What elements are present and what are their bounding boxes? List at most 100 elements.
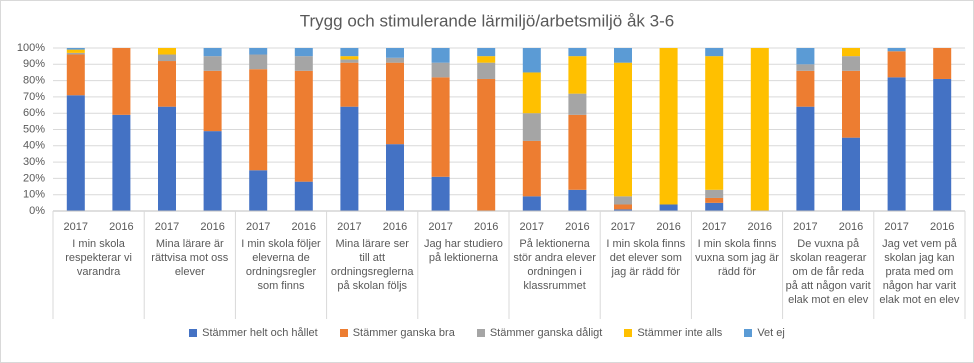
bar-segment — [887, 51, 906, 78]
bar-segment — [887, 48, 906, 52]
bar-segment — [705, 48, 724, 57]
x-tick-label: 2017 — [246, 221, 270, 233]
bar-segment — [66, 95, 85, 211]
legend: Stämmer helt och hållet Stämmer ganska br… — [1, 327, 973, 339]
bar-segment — [477, 62, 496, 79]
bar-segment — [249, 48, 268, 55]
y-tick-label: 10% — [23, 189, 45, 201]
bar-segment — [386, 57, 404, 63]
bar-segment — [340, 56, 359, 60]
group-label: De vuxna på skolan reagerar om de får re… — [785, 238, 871, 306]
legend-item: Stämmer helt och hållet — [189, 327, 318, 339]
bar-segment — [614, 196, 632, 205]
group-label: I min skola finns det elever som jag är … — [606, 238, 686, 278]
group-label: I min skola följer eleverna de ordningsr… — [241, 238, 321, 292]
bar-segment — [294, 48, 313, 57]
bar-segment — [203, 48, 222, 57]
bar-segment — [340, 106, 359, 211]
x-tick-label: 2017 — [793, 221, 817, 233]
legend-item: Vet ej — [744, 327, 785, 339]
bar-segment — [842, 70, 860, 138]
chart-title: Trygg och stimulerande lärmiljö/arbetsmi… — [300, 11, 674, 30]
x-tick-label: 2017 — [155, 221, 179, 233]
bar-segment — [477, 48, 496, 57]
x-tick-label: 2016 — [200, 221, 224, 233]
bar-segment — [568, 93, 587, 115]
x-tick-label: 2017 — [611, 221, 635, 233]
bar-segment — [705, 56, 724, 190]
bar-segment — [568, 48, 587, 57]
bar-segment — [340, 48, 359, 57]
bar-segment — [568, 189, 587, 211]
bar-segment — [522, 196, 541, 211]
bar-segment — [386, 144, 404, 211]
bar-segment — [66, 49, 85, 53]
bar-segment — [158, 48, 176, 55]
y-tick-label: 50% — [23, 123, 45, 135]
bar-segment — [522, 113, 541, 141]
bar-segment — [477, 78, 496, 211]
bar-segment — [614, 204, 632, 210]
group-label: På lektionerna stör andra elever ordning… — [513, 238, 596, 292]
bar-segment — [431, 48, 450, 63]
bar-segment — [887, 77, 906, 211]
bar-segment — [522, 140, 541, 197]
group-label: Jag har studiero på lektionerna — [423, 238, 503, 264]
y-tick-label: 30% — [23, 156, 45, 168]
bar-segment — [203, 70, 222, 132]
bar-segment — [158, 54, 176, 62]
group-label: Mina lärare ser till att ordningsreglern… — [330, 238, 414, 292]
bar-segment — [705, 189, 724, 198]
x-tick-label: 2016 — [839, 221, 863, 233]
group-label: I min skola finns vuxna som jag är rädd … — [695, 238, 779, 278]
bar-segment — [659, 204, 678, 211]
bar-segment — [431, 62, 450, 78]
y-tick-label: 20% — [23, 172, 45, 184]
bar-segment — [796, 70, 815, 107]
x-tick-label: 2016 — [474, 221, 498, 233]
bar-segment — [933, 48, 952, 79]
y-tick-label: 80% — [23, 75, 45, 87]
bar-segment — [933, 78, 952, 211]
bar-segment — [659, 48, 678, 205]
bar-segment — [842, 48, 860, 57]
y-tick-label: 0% — [29, 205, 45, 217]
y-tick-label: 70% — [23, 91, 45, 103]
x-tick-label: 2016 — [383, 221, 407, 233]
group-label: I min skola respekterar vi varandra — [65, 238, 132, 278]
legend-swatch — [624, 329, 633, 337]
bar-segment — [614, 62, 632, 197]
bar-segment — [431, 176, 450, 211]
bar-segment — [796, 106, 815, 211]
legend-label: Stämmer inte alls — [637, 327, 723, 339]
legend-swatch — [744, 329, 753, 337]
bar-segment — [386, 62, 404, 145]
legend-item: Stämmer inte alls — [624, 327, 722, 339]
bar-segment — [614, 48, 632, 63]
x-tick-label: 2017 — [520, 221, 544, 233]
bar-segment — [203, 131, 222, 211]
x-tick-label: 2017 — [428, 221, 452, 233]
x-tick-label: 2017 — [337, 221, 361, 233]
bar-segment — [568, 114, 587, 190]
group-label: Jag vet vem på skolan jag kan prata med … — [879, 238, 960, 306]
bar-segment — [796, 48, 815, 65]
bar-segment — [842, 137, 860, 211]
bar-segment — [340, 59, 359, 63]
x-tick-label: 2016 — [656, 221, 680, 233]
y-tick-label: 90% — [23, 58, 45, 70]
bar-segment — [294, 70, 313, 182]
x-tick-label: 2017 — [884, 221, 908, 233]
legend-label: Vet ej — [757, 327, 785, 339]
bar-segment — [340, 62, 359, 107]
bar-segment — [705, 202, 724, 211]
bar-segment — [158, 61, 176, 107]
bar-segment — [522, 48, 541, 73]
bar-segment — [294, 56, 313, 71]
bar-segment — [568, 56, 587, 94]
legend-item: Stämmer ganska dåligt — [476, 327, 602, 339]
bar-segment — [477, 56, 496, 63]
x-tick-label: 2017 — [702, 221, 726, 233]
bar-segment — [66, 54, 85, 96]
bar-segment — [249, 69, 268, 171]
